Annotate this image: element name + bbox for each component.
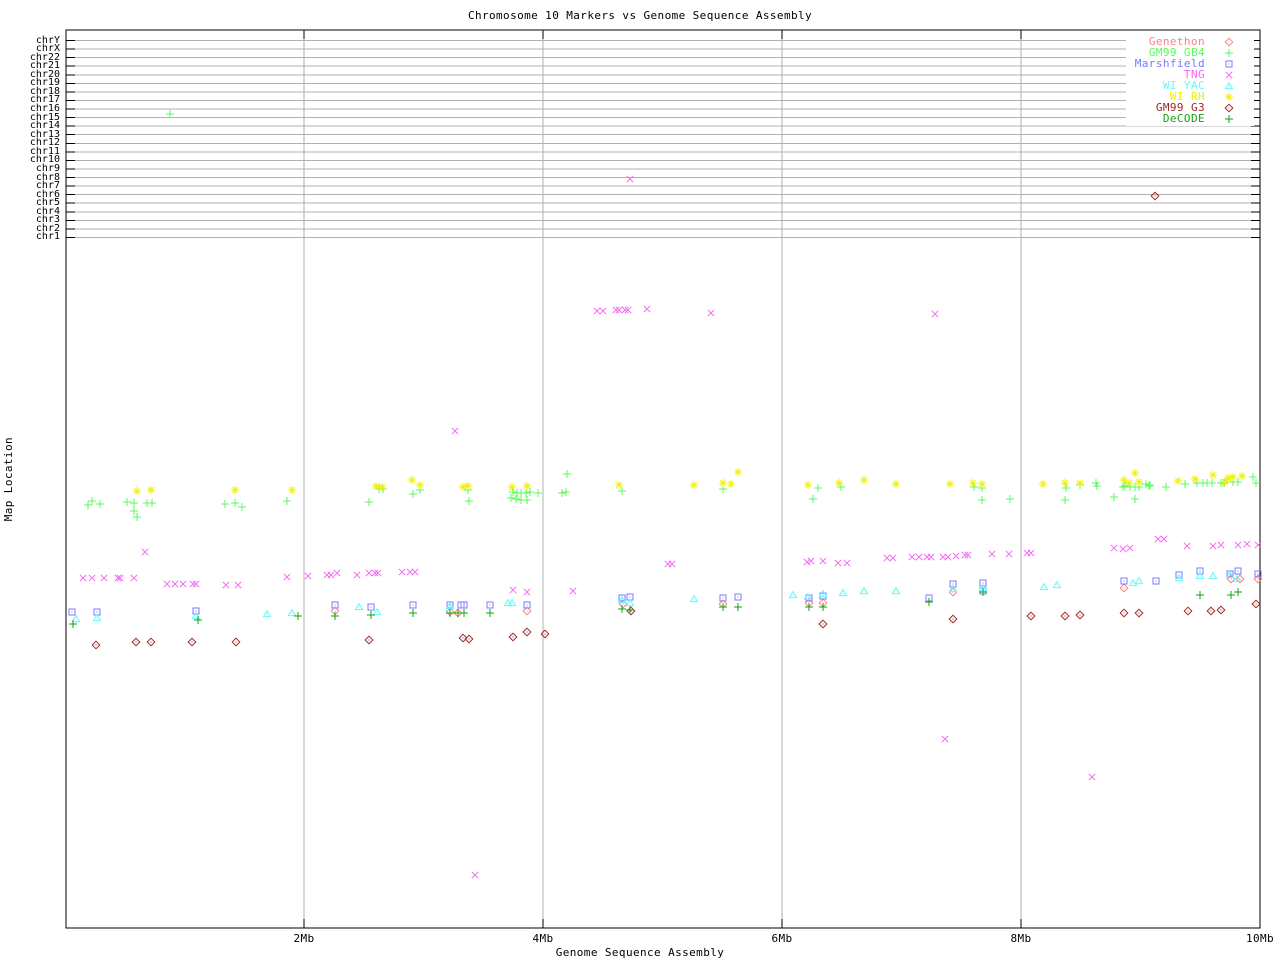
legend-label: Marshfield — [1134, 57, 1205, 70]
y-axis-tick-label: chr9 — [35, 162, 60, 174]
v-gridlines — [303, 30, 1022, 928]
y-axis-tick-label: chr12 — [29, 137, 60, 149]
series-wi-yac — [71, 570, 1242, 623]
y-axis-tick-label: chr16 — [29, 103, 60, 115]
x-axis-tick-label: 8Mb — [1010, 932, 1032, 945]
y-axis-tick-label: chr15 — [29, 111, 60, 123]
y-axis-tick-label: chr7 — [35, 180, 60, 192]
x-axis-tick-label: 10Mb — [1245, 932, 1275, 945]
y-axis-tick-label: chr13 — [29, 128, 60, 140]
x-axis-tick-label: 6Mb — [771, 932, 793, 945]
chart-title: Chromosome 10 Markers vs Genome Sequence… — [467, 9, 813, 22]
legend-label: TNG — [1183, 68, 1205, 81]
x-axis-tick-label: 4Mb — [532, 932, 554, 945]
y-axis-tick-label: chr8 — [35, 171, 60, 183]
y-axis-tick-label: chr18 — [29, 85, 60, 97]
y-axis-tick-label: chrX — [35, 43, 60, 55]
y-axis-tick-label: chr4 — [35, 205, 60, 217]
y-axis-tick-label: chr20 — [29, 68, 60, 80]
series-gm99-g3 — [91, 191, 1261, 650]
legend-label: Genethon — [1148, 35, 1205, 48]
x-axis-title: Genome Sequence Assembly — [555, 946, 725, 959]
y-axis-tick-label: chr1 — [35, 231, 60, 243]
y-axis-tick-label: chrY — [35, 34, 60, 46]
legend-symbols — [1224, 37, 1234, 123]
axis-ticks — [66, 30, 1261, 928]
x-axis-tick-label: 2Mb — [293, 932, 315, 945]
y-axis-tick-label: chr5 — [35, 197, 60, 209]
y-axis-tick-label: chr3 — [35, 214, 60, 226]
series-marshfield — [68, 567, 1262, 616]
legend-background — [1126, 34, 1254, 126]
series-wi-rh — [133, 468, 1246, 495]
series-decode — [69, 588, 1242, 628]
y-axis-tick-label: chr2 — [35, 222, 60, 234]
y-axis-tick-label: chr17 — [29, 94, 60, 106]
series-gm99-gb4 — [84, 110, 1260, 521]
plot-border — [65, 29, 1261, 929]
legend-label: DeCODE — [1162, 112, 1205, 125]
y-axis-tick-label: chr22 — [29, 51, 60, 63]
h-gridlines — [66, 40, 1260, 238]
legend-label: GM99 GB4 — [1148, 46, 1205, 59]
y-axis-tick-label: chr10 — [29, 154, 60, 166]
legend-label: WI YAC — [1162, 79, 1205, 92]
y-axis-tick-label: chr6 — [35, 188, 60, 200]
y-axis-tick-label: chr19 — [29, 77, 60, 89]
y-axis-tick-label: chr21 — [29, 60, 60, 72]
y-axis-tick-label: chr14 — [29, 120, 60, 132]
legend-label: GM99 G3 — [1155, 101, 1205, 114]
y-axis-tick-label: chr11 — [29, 145, 60, 157]
series-tng — [79, 175, 1262, 879]
legend-label: WI RH — [1169, 90, 1205, 103]
